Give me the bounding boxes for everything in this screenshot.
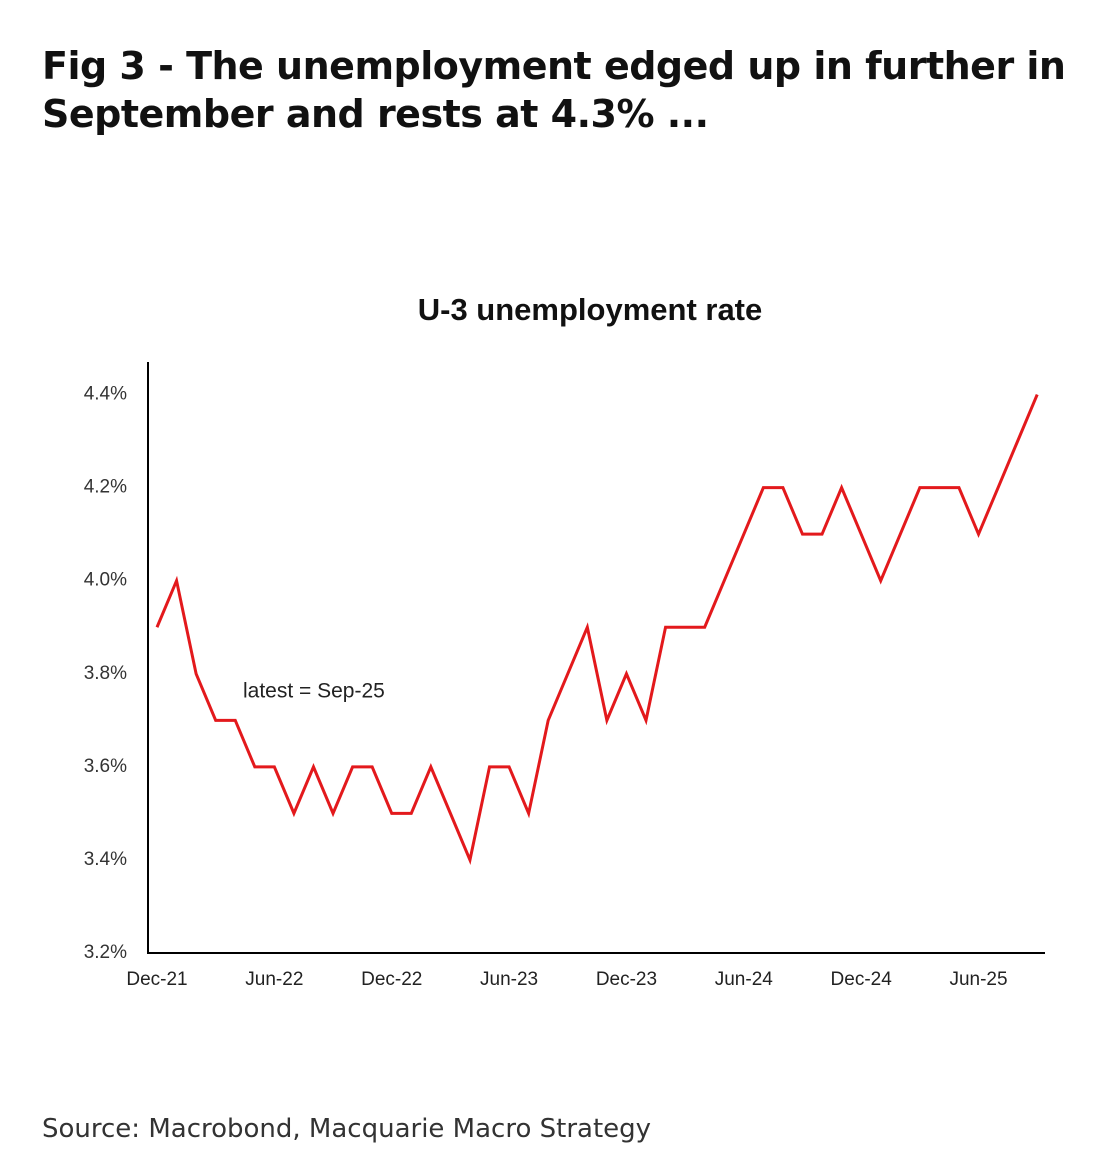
x-tick-label: Jun-24 bbox=[715, 969, 774, 990]
data-line bbox=[155, 393, 1039, 865]
annotation: latest = Sep-25 bbox=[243, 680, 385, 703]
y-tick-label: 4.4% bbox=[84, 384, 127, 405]
x-tick-label: Dec-22 bbox=[361, 969, 422, 990]
y-tick-label: 3.6% bbox=[84, 756, 127, 777]
x-tick-label: Jun-22 bbox=[245, 969, 303, 990]
chart-title: U-3 unemployment rate bbox=[418, 292, 763, 327]
x-tick-label: Dec-24 bbox=[831, 969, 893, 990]
y-tick-label: 3.8% bbox=[84, 663, 127, 684]
x-tick-label: Jun-25 bbox=[949, 969, 1007, 990]
source: Source: Macrobond, Macquarie Macro Strat… bbox=[42, 1114, 652, 1144]
y-tick-label: 4.2% bbox=[84, 477, 127, 498]
x-tick-label: Dec-23 bbox=[596, 969, 657, 990]
x-tick-label: Dec-21 bbox=[126, 969, 187, 990]
y-tick-label: 3.2% bbox=[84, 942, 127, 963]
x-tick-label: Jun-23 bbox=[480, 969, 538, 990]
y-tick-label: 3.4% bbox=[84, 849, 127, 870]
y-tick-label: 4.0% bbox=[84, 570, 127, 591]
heading: Fig 3 - The unemployment edged up in fur… bbox=[42, 44, 1066, 136]
